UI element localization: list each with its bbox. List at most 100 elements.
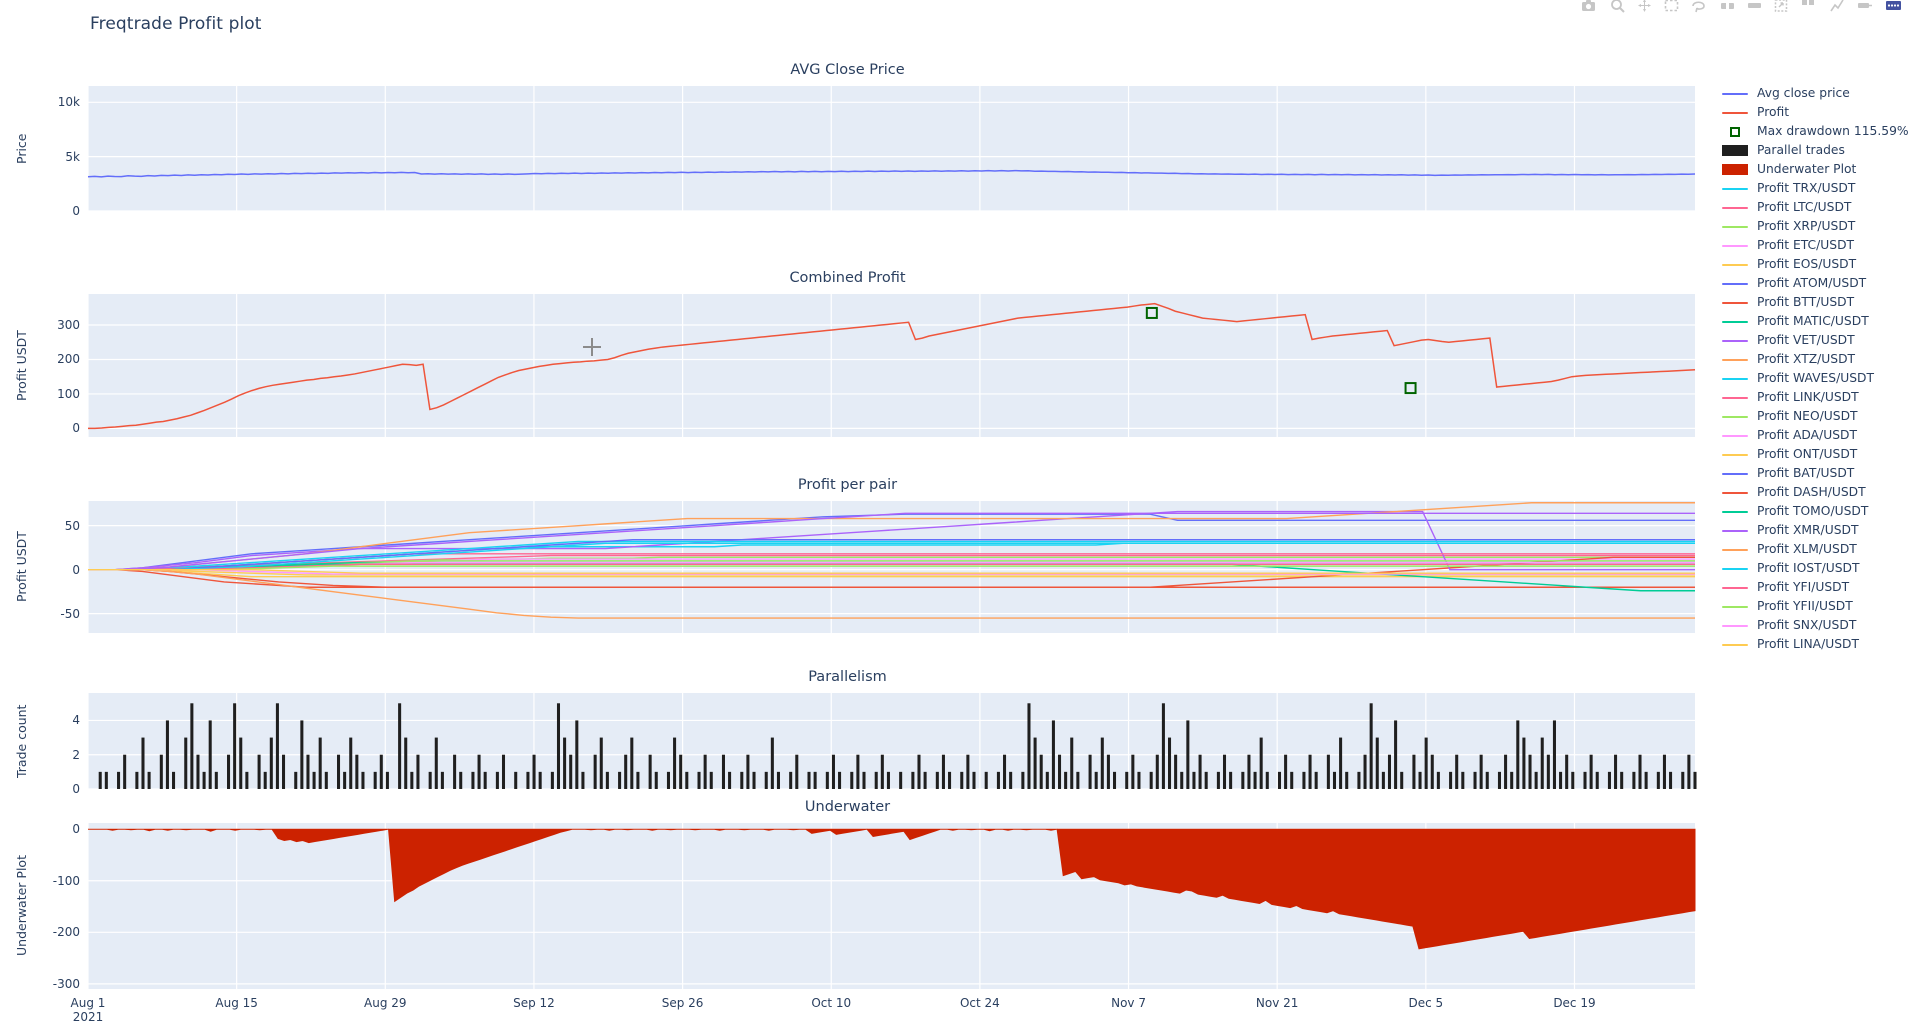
x-axis-tick-label: Aug 1 [70, 996, 106, 1010]
x-axis-tick-label: Dec 5 [1408, 996, 1444, 1010]
plotly-logo-icon[interactable] [1885, 0, 1902, 14]
legend-item[interactable]: Profit TOMO/USDT [1720, 502, 1910, 521]
legend-item[interactable]: Avg close price [1720, 84, 1910, 103]
legend-item[interactable]: Profit XTZ/USDT [1720, 350, 1910, 369]
legend-item[interactable]: Profit ETC/USDT [1720, 236, 1910, 255]
legend-item[interactable]: Parallel trades [1720, 141, 1910, 160]
x-axis-tick: Aug 1 2021 [71, 996, 106, 1024]
bar [1387, 754, 1391, 789]
legend-item[interactable]: Profit IOST/USDT [1720, 559, 1910, 578]
bar [1394, 720, 1398, 789]
legend-item[interactable]: Profit LTC/USDT [1720, 198, 1910, 217]
bar [318, 737, 322, 789]
legend-swatch-icon [1720, 160, 1750, 179]
legend-item[interactable]: Profit LINK/USDT [1720, 388, 1910, 407]
legend-item[interactable]: Profit BAT/USDT [1720, 464, 1910, 483]
camera-icon[interactable] [1580, 0, 1597, 14]
bar [825, 771, 829, 789]
reset-axes-icon[interactable] [1800, 0, 1817, 14]
bar [648, 754, 652, 789]
legend-item[interactable]: Underwater Plot [1720, 160, 1910, 179]
autoscale-icon[interactable] [1773, 0, 1790, 14]
chart-legend[interactable]: Avg close price Profit Max drawdown 115.59… [1720, 84, 1910, 654]
legend-item[interactable]: Profit ONT/USDT [1720, 445, 1910, 464]
legend-item[interactable]: Profit [1720, 103, 1910, 122]
bar [1534, 771, 1538, 789]
toggle-spikelines-icon[interactable] [1829, 0, 1846, 14]
bar [1247, 754, 1251, 789]
bar [856, 754, 860, 789]
series-line [87, 169, 1696, 178]
zoom-in-icon[interactable] [1719, 0, 1736, 14]
bar [1106, 754, 1110, 789]
bar [1669, 771, 1673, 789]
legend-item[interactable]: Max drawdown 115.59% [1720, 122, 1910, 141]
plot-area-profit-per-pair[interactable] [87, 501, 1695, 633]
legend-item[interactable]: Profit MATIC/USDT [1720, 312, 1910, 331]
legend-item[interactable]: Profit TRX/USDT [1720, 179, 1910, 198]
legend-item[interactable]: Profit BTT/USDT [1720, 293, 1910, 312]
bar [324, 771, 328, 789]
zoom-icon[interactable] [1609, 0, 1626, 14]
legend-item-label: Profit EOS/USDT [1757, 257, 1857, 271]
zoom-out-icon[interactable] [1746, 0, 1763, 14]
bar [471, 771, 475, 789]
legend-item[interactable]: Profit WAVES/USDT [1720, 369, 1910, 388]
bar [239, 737, 243, 789]
legend-item[interactable]: Profit LINA/USDT [1720, 635, 1910, 654]
bar [1436, 771, 1440, 789]
y-axis-tick: 0 [72, 822, 80, 837]
bar [1125, 771, 1129, 789]
bar [227, 754, 231, 789]
underwater-area [88, 828, 1696, 950]
y-axis-title: Underwater Plot [14, 855, 29, 957]
bar [685, 771, 689, 789]
legend-item[interactable]: Profit VET/USDT [1720, 331, 1910, 350]
bar [196, 754, 200, 789]
bar [740, 771, 744, 789]
plot-area-underwater[interactable] [87, 823, 1696, 989]
legend-item[interactable]: Profit XMR/USDT [1720, 521, 1910, 540]
legend-item[interactable]: Profit DASH/USDT [1720, 483, 1910, 502]
legend-item[interactable]: Profit NEO/USDT [1720, 407, 1910, 426]
legend-item[interactable]: Profit YFII/USDT [1720, 597, 1910, 616]
plotly-modebar[interactable] [1580, 0, 1902, 16]
bar [1241, 771, 1245, 789]
legend-swatch-icon [1720, 198, 1750, 217]
legend-item[interactable]: Profit EOS/USDT [1720, 255, 1910, 274]
y-axis-tick: -100 [52, 873, 80, 888]
x-axis-tick: Aug 15 [215, 996, 258, 1010]
bar [624, 754, 628, 789]
bar [1070, 737, 1074, 789]
legend-item-label: Profit TRX/USDT [1757, 181, 1856, 195]
bar [1565, 754, 1569, 789]
legend-item[interactable]: Profit SNX/USDT [1720, 616, 1910, 635]
legend-item[interactable]: Profit ATOM/USDT [1720, 274, 1910, 293]
y-axis-tick: 0 [72, 562, 80, 577]
y-axis-tick: 100 [57, 386, 80, 401]
pan-icon[interactable] [1636, 0, 1653, 14]
hover-compare-icon[interactable] [1856, 0, 1873, 14]
x-axis-tick-label: Oct 24 [959, 996, 1000, 1010]
bar [1656, 771, 1660, 789]
bar [532, 754, 536, 789]
legend-item[interactable]: Profit XRP/USDT [1720, 217, 1910, 236]
bar [1039, 754, 1043, 789]
y-axis-tick: 0 [72, 421, 80, 436]
legend-item[interactable]: Profit XLM/USDT [1720, 540, 1910, 559]
lasso-select-icon[interactable] [1690, 0, 1707, 14]
bar [1559, 771, 1563, 789]
bar [434, 737, 438, 789]
legend-item[interactable]: Profit YFI/USDT [1720, 578, 1910, 597]
box-select-icon[interactable] [1663, 0, 1680, 14]
legend-item[interactable]: Profit ADA/USDT [1720, 426, 1910, 445]
plot-area-avg-close-price[interactable] [87, 86, 1696, 212]
plot-area-combined-profit[interactable] [87, 294, 1696, 437]
bar [1186, 720, 1190, 789]
bar [1357, 771, 1361, 789]
legend-item-label: Avg close price [1757, 86, 1850, 100]
page-title: Freqtrade Profit plot [90, 14, 262, 34]
plot-area-parallelism[interactable] [87, 693, 1697, 790]
bar [453, 754, 457, 789]
y-axis-tick: 50 [64, 518, 80, 533]
